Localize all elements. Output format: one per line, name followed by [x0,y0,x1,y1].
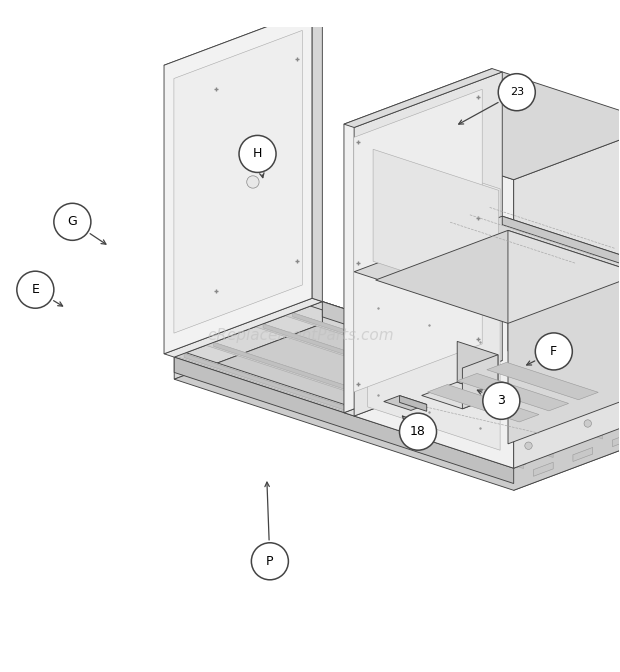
Polygon shape [457,341,498,395]
Polygon shape [376,230,620,323]
Polygon shape [368,146,500,450]
Circle shape [525,442,532,450]
Circle shape [251,543,288,580]
Polygon shape [322,302,620,428]
Polygon shape [164,9,322,69]
Polygon shape [514,124,620,468]
Polygon shape [354,72,502,416]
Circle shape [239,135,276,173]
Text: 18: 18 [410,425,426,438]
Polygon shape [174,30,303,333]
Polygon shape [487,362,598,400]
Circle shape [345,317,354,326]
Polygon shape [384,396,427,411]
Circle shape [483,382,520,419]
Polygon shape [184,353,523,468]
Polygon shape [214,342,553,458]
Text: E: E [32,283,39,296]
Polygon shape [263,324,603,439]
Polygon shape [613,433,620,447]
Polygon shape [344,357,502,416]
Polygon shape [255,324,603,438]
Polygon shape [293,312,620,428]
Polygon shape [508,230,620,394]
Text: eReplacementParts.com: eReplacementParts.com [208,329,394,343]
Polygon shape [354,72,620,179]
Polygon shape [164,9,312,353]
Polygon shape [344,69,502,128]
Polygon shape [174,324,620,491]
Polygon shape [354,128,514,468]
Polygon shape [587,397,614,411]
Polygon shape [457,374,569,411]
Text: 3: 3 [497,394,505,407]
Text: G: G [68,215,78,228]
Text: H: H [253,147,262,161]
Text: 23: 23 [510,87,524,97]
Polygon shape [533,379,560,392]
Polygon shape [174,353,526,468]
Text: P: P [266,555,273,568]
Polygon shape [399,396,427,411]
Polygon shape [322,302,620,435]
Polygon shape [441,349,468,363]
Polygon shape [373,149,498,302]
Polygon shape [164,298,322,357]
Polygon shape [354,89,482,392]
Polygon shape [383,331,410,343]
Polygon shape [463,355,498,409]
Circle shape [17,271,54,308]
Polygon shape [573,448,593,462]
Circle shape [535,333,572,370]
Circle shape [399,413,436,450]
Circle shape [247,176,259,188]
Circle shape [54,204,91,241]
Polygon shape [312,9,322,302]
Circle shape [584,420,591,427]
Polygon shape [206,342,553,456]
Polygon shape [174,357,514,484]
Polygon shape [174,302,620,468]
Polygon shape [422,382,498,409]
Circle shape [498,74,535,111]
Polygon shape [176,353,523,468]
Polygon shape [428,384,539,422]
Polygon shape [311,302,620,417]
Polygon shape [514,413,620,491]
Polygon shape [174,302,322,379]
Polygon shape [354,216,620,324]
Polygon shape [508,274,620,444]
Polygon shape [344,69,492,413]
Polygon shape [533,462,553,476]
Polygon shape [502,216,620,277]
Text: F: F [550,345,557,358]
Polygon shape [285,312,620,427]
